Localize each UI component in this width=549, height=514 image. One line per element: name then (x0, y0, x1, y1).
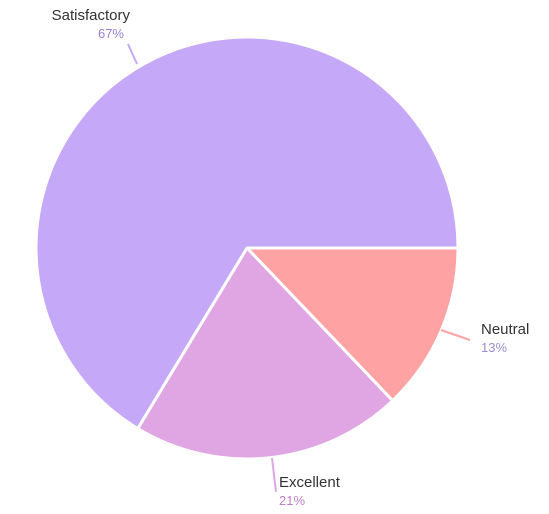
slice-label-satisfactory: Satisfactory (52, 7, 131, 24)
slice-percent-excellent: 21% (279, 493, 305, 508)
leader-line-satisfactory (127, 43, 138, 65)
leader-line-neutral (440, 329, 471, 341)
slices-layer (34, 35, 460, 461)
leader-line-excellent (271, 457, 277, 493)
slice-percent-satisfactory: 67% (98, 26, 124, 41)
leader-lines-layer (127, 43, 471, 493)
slice-percent-neutral: 13% (481, 340, 507, 355)
slice-label-excellent: Excellent (279, 474, 341, 491)
pie-slice-excellent (136, 246, 395, 461)
pie-slice-satisfactory (34, 35, 460, 430)
labels-layer: Satisfactory 67% Excellent 21% Neutral 13% (52, 7, 530, 508)
slice-label-neutral: Neutral (481, 321, 529, 338)
